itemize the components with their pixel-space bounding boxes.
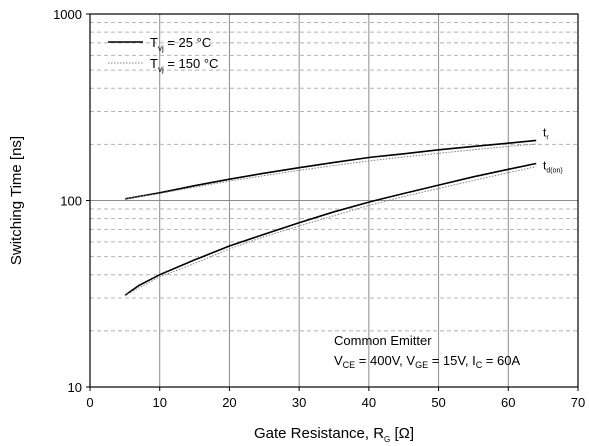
y-axis-title: Switching Time [ns] <box>8 136 25 265</box>
series <box>124 139 537 297</box>
legend-entry: Tvj = 25 °C <box>150 35 211 53</box>
curve-label: td(on) <box>543 158 563 174</box>
series-line <box>124 139 537 200</box>
x-tick-label: 20 <box>222 395 236 410</box>
series-line <box>124 166 537 296</box>
labels: Tvj = 25 °C Tvj = 150 °C tr td(on) Common Em… <box>108 35 563 370</box>
x-axis-title: Gate Resistance, RG [Ω] <box>254 425 414 444</box>
annotation-line-2: VCE = 400V, VGE = 15V, IC = 60A <box>334 353 520 370</box>
series-line <box>124 143 537 200</box>
y-tick-label: 1000 <box>53 7 82 22</box>
legend-entry: Tvj = 150 °C <box>150 56 218 74</box>
x-tick-label: 30 <box>292 395 306 410</box>
x-tick-label: 0 <box>86 395 93 410</box>
curve-label: tr <box>543 125 549 141</box>
x-tick-label: 40 <box>362 395 376 410</box>
x-tick-label: 70 <box>571 395 585 410</box>
series-line <box>124 162 537 297</box>
axes: 0 10 20 30 40 50 60 70 10 100 1000 Gate Resistance,… <box>8 7 585 444</box>
x-tick-label: 50 <box>431 395 445 410</box>
x-tick-label: 10 <box>152 395 166 410</box>
x-tick-label: 60 <box>501 395 515 410</box>
y-tick-label: 100 <box>60 194 82 209</box>
annotation-line-1: Common Emitter <box>334 333 432 348</box>
y-tick-label: 10 <box>68 380 82 395</box>
